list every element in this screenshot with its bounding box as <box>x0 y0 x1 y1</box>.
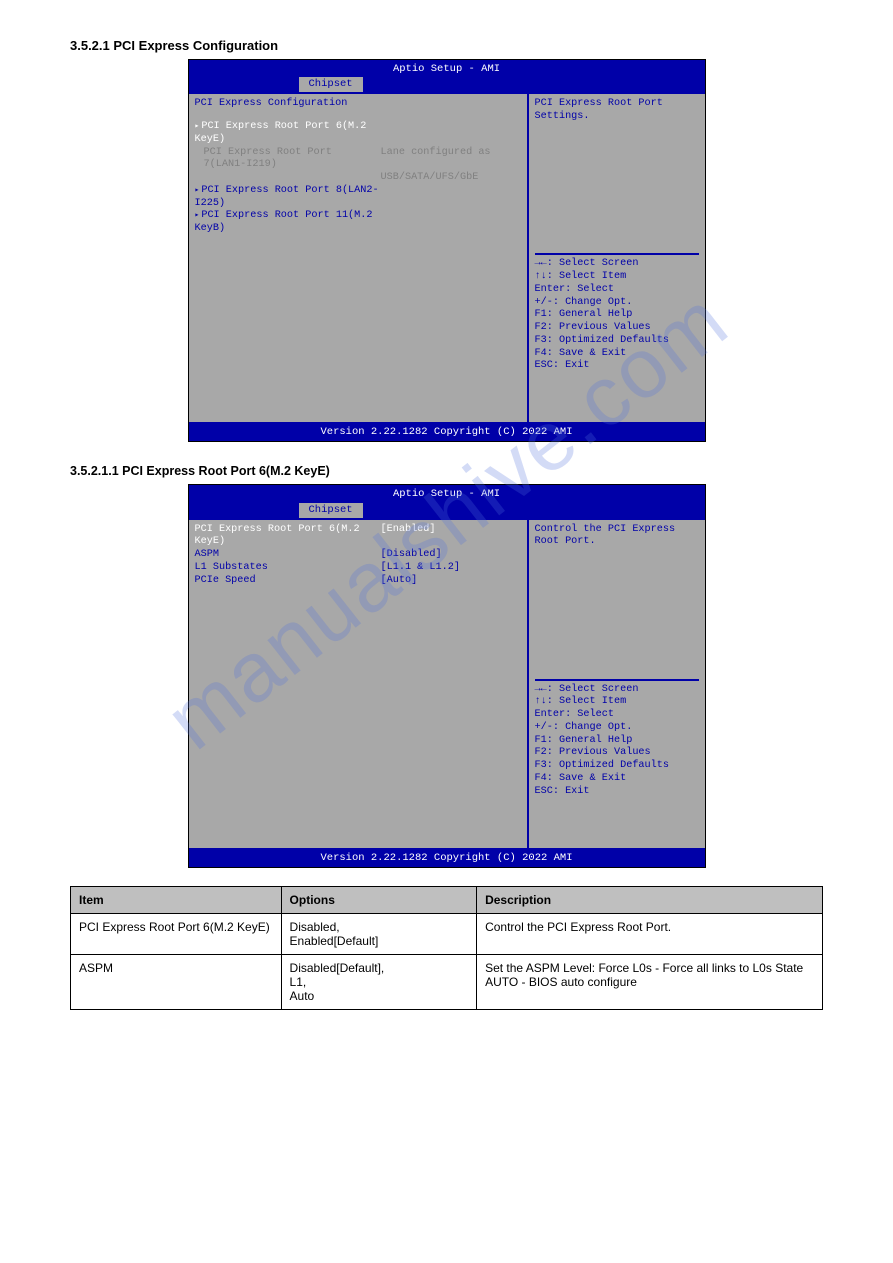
menu-item-port8[interactable]: PCI Express Root Port 8(LAN2-I225) <box>195 185 521 211</box>
cell-options: Disabled[Default], L1, Auto <box>281 954 477 1009</box>
cell-item: ASPM <box>71 954 282 1009</box>
bios-tab-chipset[interactable]: Chipset <box>299 503 363 518</box>
setting-port6[interactable]: PCI Express Root Port 6(M.2 KeyE) [Enabl… <box>195 524 521 550</box>
key-hint: →←: Select Screen <box>535 684 699 697</box>
bios-left-pane: PCI Express Root Port 6(M.2 KeyE) [Enabl… <box>189 520 529 848</box>
port6-label: PCI Express Root Port 6(M.2 KeyE) <box>195 121 381 147</box>
setting-label: ASPM <box>195 549 381 562</box>
key-hint: +/-: Change Opt. <box>535 297 699 310</box>
bios-window-2: Aptio Setup - AMI Chipset PCI Express Ro… <box>188 484 706 867</box>
port7-value: Lane configured as <box>381 147 521 173</box>
key-hints: →←: Select Screen ↑↓: Select Item Enter:… <box>535 679 699 799</box>
key-hint: F1: General Help <box>535 309 699 322</box>
cell-description: Set the ASPM Level: Force L0s - Force al… <box>477 954 823 1009</box>
key-hint: Enter: Select <box>535 709 699 722</box>
setting-pciespeed[interactable]: PCIe Speed [Auto] <box>195 575 521 588</box>
key-hint: ESC: Exit <box>535 786 699 799</box>
key-hint: ↑↓: Select Item <box>535 271 699 284</box>
section-title-1: 3.5.2.1 PCI Express Configuration <box>70 38 823 53</box>
bios-header: Aptio Setup - AMI <box>189 60 705 77</box>
bios-tab-row: Chipset <box>189 77 705 92</box>
port7-label: PCI Express Root Port 7(LAN1-I219) <box>195 147 381 173</box>
setting-l1substates[interactable]: L1 Substates [L1.1 & L1.2] <box>195 562 521 575</box>
table-row: PCI Express Root Port 6(M.2 KeyE) Disabl… <box>71 913 823 954</box>
key-hint: F3: Optimized Defaults <box>535 760 699 773</box>
key-hint: F3: Optimized Defaults <box>535 335 699 348</box>
port11-label: PCI Express Root Port 11(M.2 KeyB) <box>195 210 381 236</box>
key-hint: ↑↓: Select Item <box>535 696 699 709</box>
th-description: Description <box>477 886 823 913</box>
bios-body: PCI Express Configuration PCI Express Ro… <box>189 92 705 424</box>
setting-value: [Auto] <box>381 575 521 588</box>
key-hint: ESC: Exit <box>535 360 699 373</box>
bios-right-pane: Control the PCI Express Root Port. →←: S… <box>529 520 705 848</box>
key-hint: F4: Save & Exit <box>535 773 699 786</box>
bios-footer: Version 2.22.1282 Copyright (C) 2022 AMI <box>189 424 705 441</box>
key-hint: F4: Save & Exit <box>535 348 699 361</box>
help-text: Control the PCI Express Root Port. <box>535 524 699 679</box>
bios-footer: Version 2.22.1282 Copyright (C) 2022 AMI <box>189 850 705 867</box>
key-hint: +/-: Change Opt. <box>535 722 699 735</box>
th-item: Item <box>71 886 282 913</box>
cell-item: PCI Express Root Port 6(M.2 KeyE) <box>71 913 282 954</box>
section-title-2: 3.5.2.1.1 PCI Express Root Port 6(M.2 Ke… <box>70 464 823 478</box>
setting-label: L1 Substates <box>195 562 381 575</box>
setting-value: [L1.1 & L1.2] <box>381 562 521 575</box>
menu-item-port6[interactable]: PCI Express Root Port 6(M.2 KeyE) <box>195 121 521 147</box>
bios-right-pane: PCI Express Root Port Settings. →←: Sele… <box>529 94 705 422</box>
bios-left-pane: PCI Express Configuration PCI Express Ro… <box>189 94 529 422</box>
table-row: ASPM Disabled[Default], L1, Auto Set the… <box>71 954 823 1009</box>
key-hint: F2: Previous Values <box>535 322 699 335</box>
bios-header: Aptio Setup - AMI <box>189 485 705 502</box>
table-header-row: Item Options Description <box>71 886 823 913</box>
menu-item-port11[interactable]: PCI Express Root Port 11(M.2 KeyB) <box>195 210 521 236</box>
port7-value2: USB/SATA/UFS/GbE <box>381 172 521 185</box>
key-hint: F2: Previous Values <box>535 747 699 760</box>
options-table: Item Options Description PCI Express Roo… <box>70 886 823 1010</box>
key-hint: Enter: Select <box>535 284 699 297</box>
th-options: Options <box>281 886 477 913</box>
key-hints: →←: Select Screen ↑↓: Select Item Enter:… <box>535 253 699 373</box>
bios-window-1: Aptio Setup - AMI Chipset PCI Express Co… <box>188 59 706 442</box>
setting-value: [Enabled] <box>381 524 521 550</box>
bios-tab-chipset[interactable]: Chipset <box>299 77 363 92</box>
config-title: PCI Express Configuration <box>195 98 521 111</box>
key-hint: →←: Select Screen <box>535 258 699 271</box>
menu-item-port7: PCI Express Root Port 7(LAN1-I219) Lane … <box>195 147 521 173</box>
bios-tab-row: Chipset <box>189 503 705 518</box>
cell-options: Disabled, Enabled[Default] <box>281 913 477 954</box>
bios-body: PCI Express Root Port 6(M.2 KeyE) [Enabl… <box>189 518 705 850</box>
setting-value: [Disabled] <box>381 549 521 562</box>
menu-item-port7-cont: USB/SATA/UFS/GbE <box>195 172 521 185</box>
key-hint: F1: General Help <box>535 735 699 748</box>
help-text: PCI Express Root Port Settings. <box>535 98 699 253</box>
port8-label: PCI Express Root Port 8(LAN2-I225) <box>195 185 381 211</box>
setting-label: PCIe Speed <box>195 575 381 588</box>
setting-aspm[interactable]: ASPM [Disabled] <box>195 549 521 562</box>
setting-label: PCI Express Root Port 6(M.2 KeyE) <box>195 524 381 550</box>
cell-description: Control the PCI Express Root Port. <box>477 913 823 954</box>
